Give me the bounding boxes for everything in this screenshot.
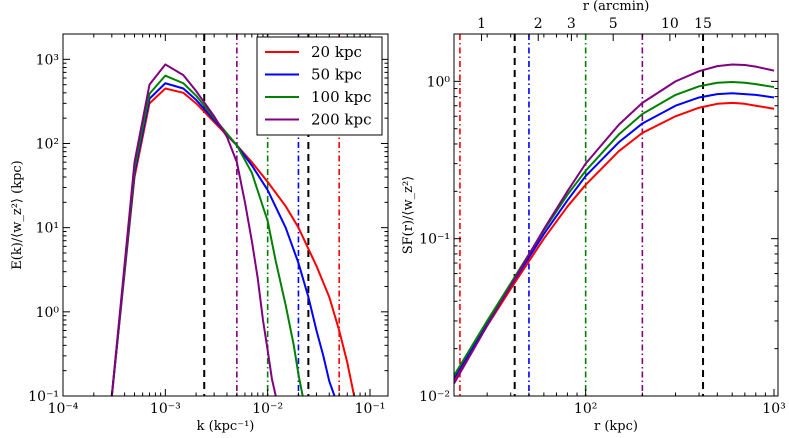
y-tick-label: 10¹ [36,221,59,237]
series-line-20-kpc [454,101,775,382]
y-axis-label: E(k)/⟨w_z²⟩ (kpc) [10,160,25,269]
x-tick-label: 10⁻¹ [355,401,386,417]
x-tick-label: 10⁻⁴ [48,401,79,417]
series-line-100-kpc [110,74,304,396]
y-axis-label: SF(r)/⟨w_z²⟩ [401,176,416,255]
series-line-20-kpc [110,87,356,396]
x-tick-label: 10⁻³ [150,401,181,417]
legend-label: 20 kpc [311,43,362,61]
top-tick-label: 2 [534,16,543,32]
top-tick-label: 1 [477,16,486,32]
top-tick-label: 10 [661,16,679,32]
x-tick-label: 10² [574,401,597,417]
legend: 20 kpc 50 kpc 100 kpc 200 kpc [256,36,383,136]
x-axis-label: k (kpc⁻¹) [197,419,255,434]
spectrum-panel: 10⁻⁴ 10⁻³ 10⁻² 10⁻¹ 10⁻¹ 10⁰ 10¹ 10² 10³ k (kpc⁻¹… [10,33,389,434]
series-line-50-kpc [110,82,336,396]
y-tick-label: 10⁻¹ [419,232,450,248]
x-axis-label: r (kpc) [594,419,638,434]
x-tick-label: 10³ [762,401,785,417]
series-line-50-kpc [454,92,775,379]
plot-frame [453,33,779,397]
legend-label: 100 kpc [311,88,372,106]
x-tick-label: 10⁻² [252,401,283,417]
top-tick-label: 5 [609,16,618,32]
top-axis-label: r (arcmin) [583,0,650,14]
structure-function-panel: 10² 10³ 10⁻² 10⁻¹ 10⁰ 1 2 3 5 10 15 r (arcmin) r (kp… [401,0,786,434]
y-tick-label: 10⁰ [36,305,60,321]
y-tick-label: 10³ [36,52,59,68]
plot-frame [62,33,389,397]
y-tick-label: 10⁻² [419,389,450,405]
y-tick-label: 10² [36,137,59,153]
y-tick-label: 10⁻¹ [28,389,59,405]
legend-label: 200 kpc [311,111,372,129]
series-line-200-kpc [110,63,277,396]
series-line-100-kpc [454,81,775,377]
top-tick-label: 15 [694,16,712,32]
y-tick-label: 10⁰ [427,74,451,90]
legend-label: 50 kpc [311,66,362,84]
series-line-200-kpc [454,63,775,385]
top-tick-label: 3 [567,16,576,32]
